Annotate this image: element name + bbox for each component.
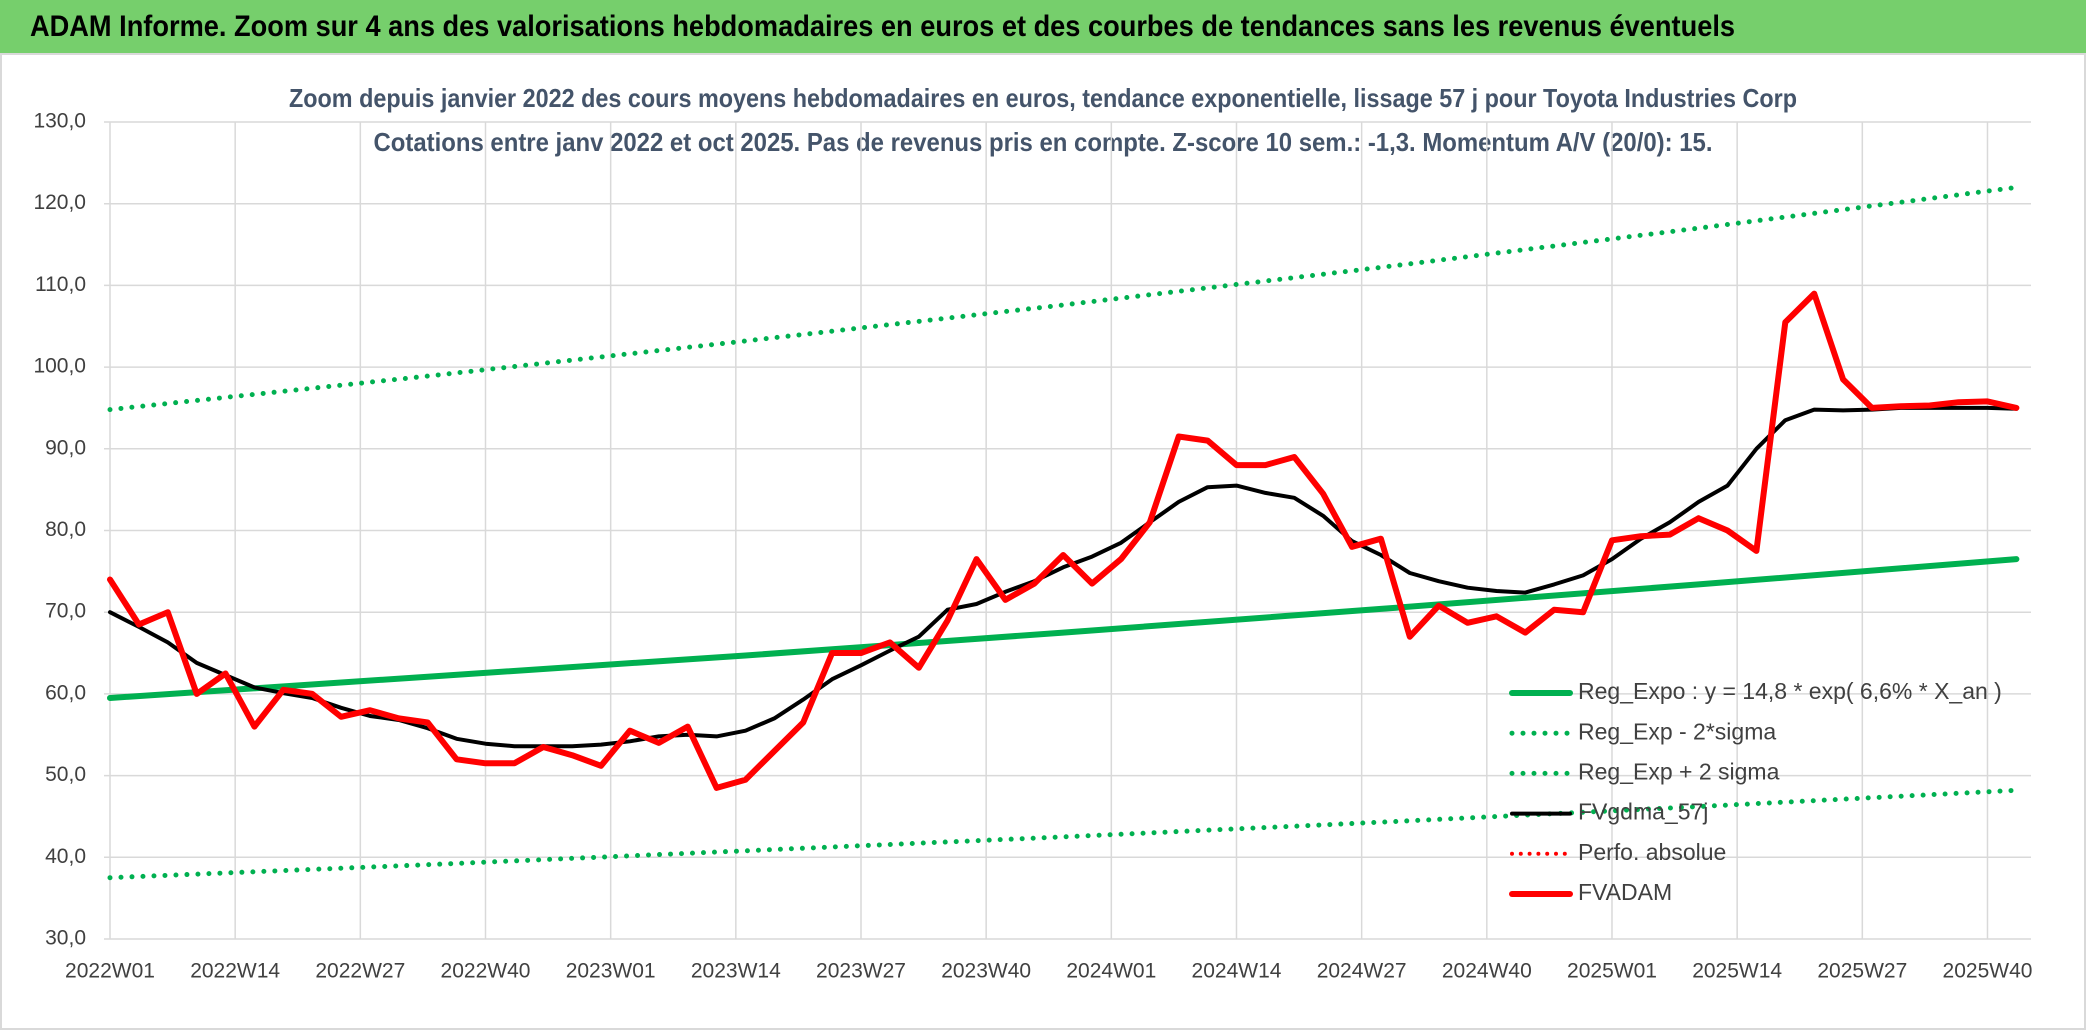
x-tick-label: 2022W27: [315, 960, 405, 983]
header-title: ADAM Informe. Zoom sur 4 ans des valoris…: [30, 10, 1735, 43]
y-tick-label: 120,0: [33, 191, 86, 214]
x-tick-label: 2023W01: [566, 960, 656, 983]
chart-subtitle: Cotations entre janv 2022 et oct 2025. P…: [374, 127, 1713, 157]
header-bar: [0, 0, 2086, 53]
x-tick-label: 2025W40: [1943, 960, 2033, 983]
x-tick-label: 2023W14: [691, 960, 781, 983]
x-tick-label: 2024W01: [1066, 960, 1156, 983]
y-tick-label: 110,0: [35, 273, 86, 296]
chart-frame: [0, 53, 2086, 1030]
y-tick-label: 40,0: [45, 845, 86, 868]
legend: Reg_Expo : y = 14,8 * exp( 6,6% * X_an )…: [1509, 678, 2002, 905]
series-line: [107, 184, 2019, 413]
legend-label: Reg_Exp + 2 sigma: [1578, 758, 1780, 784]
legend-label: Reg_Exp - 2*sigma: [1578, 718, 1776, 744]
x-tick-label: 2022W01: [65, 960, 155, 983]
x-tick-label: 2023W40: [941, 960, 1031, 983]
x-tick-label: 2025W14: [1692, 960, 1782, 983]
y-tick-label: 130,0: [33, 110, 86, 133]
series-line: [107, 290, 2020, 791]
x-tick-label: 2024W14: [1192, 960, 1282, 983]
x-tick-label: 2023W27: [816, 960, 906, 983]
series-line: [107, 556, 2020, 701]
x-tick-label: 2022W40: [441, 960, 531, 983]
x-tick-label: 2025W01: [1567, 960, 1657, 983]
plot: [107, 184, 2020, 881]
x-tick-label: 2022W14: [190, 960, 280, 983]
y-tick-label: 50,0: [45, 763, 86, 786]
chart-title: Zoom depuis janvier 2022 des cours moyen…: [289, 83, 1797, 113]
grid: 30,0 40,0 50,0 60,0 70,0 80,0 90,0 100,0 110,0 12…: [33, 110, 2032, 983]
legend-label: FVADAM: [1578, 879, 1672, 905]
x-tick-label: 2024W40: [1442, 960, 1532, 983]
legend-label: FVgdma_57j: [1578, 799, 1708, 825]
y-tick-label: 100,0: [33, 355, 86, 378]
x-tick-label: 2025W27: [1817, 960, 1907, 983]
y-tick-label: 80,0: [45, 518, 86, 541]
y-tick-label: 30,0: [45, 927, 86, 950]
y-tick-label: 90,0: [45, 436, 86, 459]
y-tick-label: 70,0: [45, 600, 86, 623]
x-tick-label: 2024W27: [1317, 960, 1407, 983]
legend-label: Perfo. absolue: [1578, 839, 1726, 865]
legend-label: Reg_Expo : y = 14,8 * exp( 6,6% * X_an ): [1578, 678, 2002, 704]
y-tick-label: 60,0: [45, 681, 86, 704]
series-line: [108, 405, 2019, 749]
series-line: [107, 787, 2019, 881]
